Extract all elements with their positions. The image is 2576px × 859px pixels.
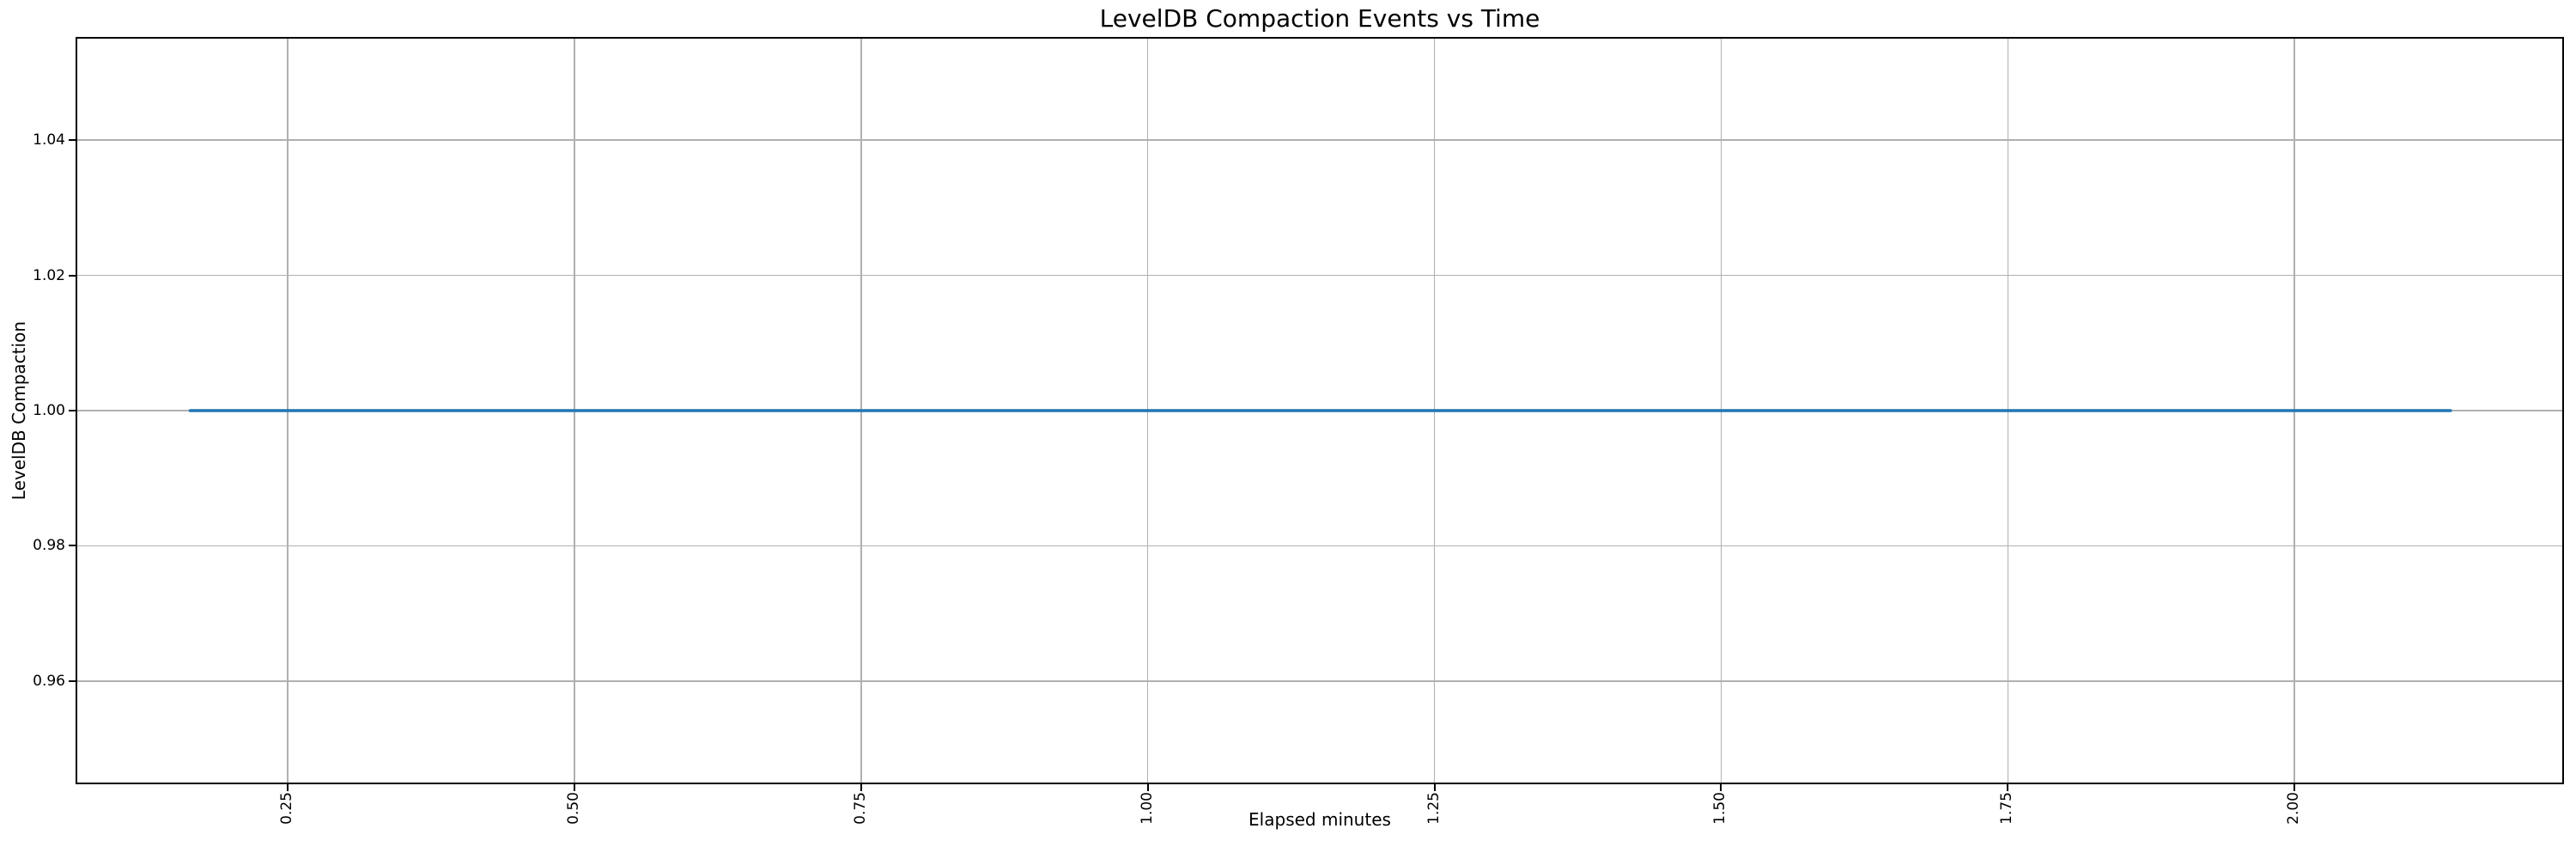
x-tick-label: 0.50 bbox=[565, 792, 583, 825]
x-axis-label: Elapsed minutes bbox=[1249, 809, 1391, 830]
x-tick bbox=[287, 784, 289, 791]
plot-lines bbox=[188, 409, 2452, 412]
y-tick bbox=[69, 545, 76, 547]
y-gridline bbox=[77, 680, 2562, 682]
y-tick bbox=[69, 274, 76, 277]
x-tick bbox=[1433, 784, 1436, 791]
x-tick-label: 0.25 bbox=[278, 792, 296, 825]
plot-area bbox=[76, 37, 2564, 784]
y-tick-label: 1.04 bbox=[33, 131, 65, 149]
y-tick-label: 0.98 bbox=[33, 537, 65, 555]
y-tick-label: 0.96 bbox=[33, 672, 65, 690]
y-tick-label: 1.02 bbox=[33, 266, 65, 284]
x-tick-label: 2.00 bbox=[2285, 792, 2303, 825]
x-tick-label: 1.75 bbox=[1998, 792, 2016, 825]
chart-title: LevelDB Compaction Events vs Time bbox=[1099, 4, 1540, 33]
y-gridline bbox=[77, 545, 2562, 547]
y-tick-label: 1.00 bbox=[33, 402, 65, 419]
x-tick-label: 0.75 bbox=[852, 792, 870, 825]
x-tick-label: 1.25 bbox=[1425, 792, 1443, 825]
x-tick bbox=[1146, 784, 1149, 791]
y-tick bbox=[69, 679, 76, 682]
y-gridline bbox=[77, 274, 2562, 277]
x-tick bbox=[860, 784, 862, 791]
x-tick bbox=[2293, 784, 2296, 791]
y-tick bbox=[69, 410, 76, 411]
y-tick bbox=[69, 139, 76, 142]
y-gridline bbox=[77, 139, 2562, 141]
x-tick bbox=[573, 784, 575, 791]
x-tick bbox=[2007, 784, 2009, 791]
x-tick bbox=[1720, 784, 1722, 791]
x-tick-label: 1.50 bbox=[1711, 792, 1729, 825]
x-tick-label: 1.00 bbox=[1138, 792, 1156, 825]
